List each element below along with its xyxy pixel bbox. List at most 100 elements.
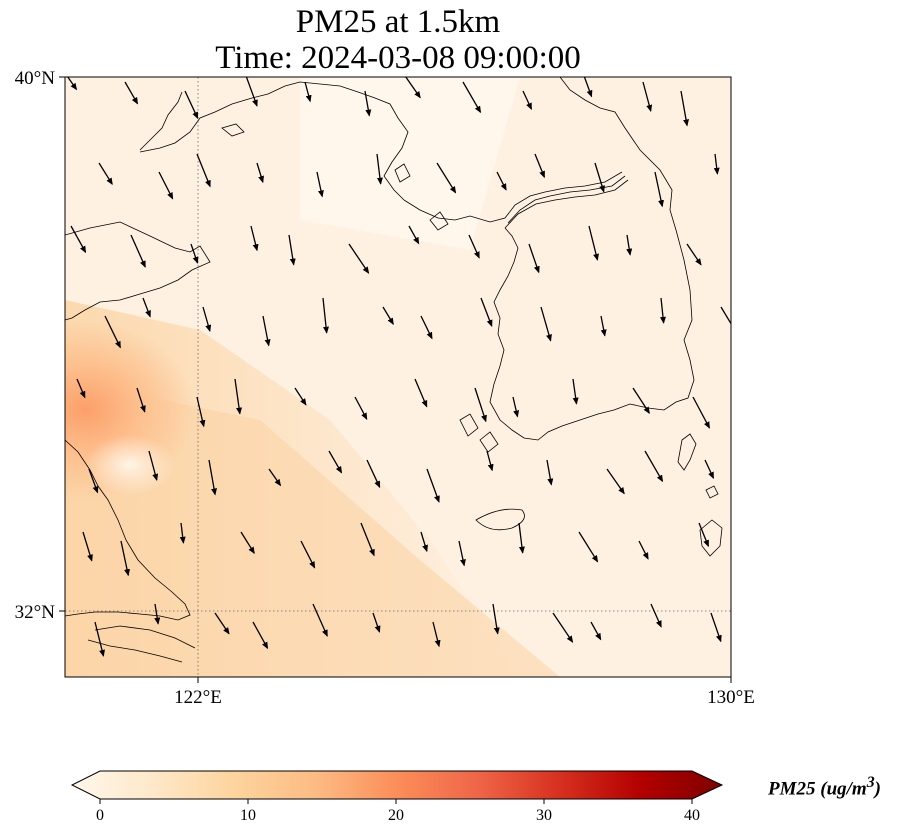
wind-arrow xyxy=(462,81,482,114)
colorbar-label-exponent: 3 xyxy=(866,774,875,791)
wind-arrow xyxy=(124,81,139,105)
wind-arrow xyxy=(408,225,420,245)
wind-arrow xyxy=(420,315,433,340)
colorbar-tick-label: 10 xyxy=(240,807,256,824)
wind-arrow xyxy=(120,540,130,577)
wind-arrow xyxy=(522,90,533,111)
wind-arrow xyxy=(304,81,312,103)
colorbar-label: PM25 (ug/m3) xyxy=(768,774,881,800)
wind-arrow xyxy=(328,450,343,474)
wind-arrow xyxy=(202,306,212,332)
wind-arrow xyxy=(686,243,702,266)
wind-arrow xyxy=(360,522,375,557)
wind-vectors xyxy=(67,77,731,657)
wind-arrow xyxy=(316,171,324,198)
wind-arrow xyxy=(179,522,186,544)
wind-arrow xyxy=(698,522,709,548)
wind-arrow xyxy=(196,396,206,428)
wind-arrow xyxy=(578,531,599,563)
wind-arrow xyxy=(660,297,666,324)
wind-arrow xyxy=(67,77,78,91)
lat-tick-label: 40°N xyxy=(15,68,56,89)
map-title-line2: Time: 2024-03-08 09:00:00 xyxy=(215,40,581,76)
wind-arrow xyxy=(458,540,466,567)
wind-arrow xyxy=(252,621,269,650)
wind-arrow xyxy=(546,459,554,486)
map-frame xyxy=(64,76,732,678)
wind-arrow xyxy=(312,603,328,637)
wind-arrow xyxy=(468,234,480,259)
wind-arrow xyxy=(420,531,428,553)
wind-arrow xyxy=(486,450,494,472)
wind-arrow xyxy=(300,540,316,569)
wind-arrow xyxy=(214,612,230,635)
colorbar-tick-label: 0 xyxy=(96,807,104,824)
wind-arrow xyxy=(626,234,633,256)
wind-arrow xyxy=(534,153,545,179)
wind-arrow xyxy=(104,315,121,349)
wind-arrow xyxy=(98,162,113,186)
wind-arrow xyxy=(184,90,199,120)
wind-arrow xyxy=(540,306,552,342)
wind-arrow xyxy=(704,459,715,480)
colorbar: 0 10 20 30 40 xyxy=(70,770,724,824)
wind-arrow xyxy=(713,153,720,175)
wind-arrow xyxy=(288,234,296,266)
wind-arrow xyxy=(372,612,381,633)
colorbar-tick-label: 40 xyxy=(684,807,700,824)
wind-arrow xyxy=(322,297,330,334)
lon-tick-label: 130°E xyxy=(707,687,755,708)
wind-arrow xyxy=(632,387,650,414)
wind-arrow xyxy=(245,77,258,107)
wind-arrow xyxy=(268,468,282,487)
coastlines xyxy=(65,77,723,663)
wind-arrow xyxy=(130,234,146,268)
wind-arrow xyxy=(234,378,243,415)
wind-arrow xyxy=(518,522,525,554)
wind-arrow xyxy=(88,468,99,494)
wind-arrow xyxy=(354,396,368,420)
wind-arrow xyxy=(154,603,161,625)
wind-arrow xyxy=(142,297,151,318)
wind-arrow xyxy=(426,468,440,503)
wind-arrow xyxy=(583,77,593,98)
wind-arrow xyxy=(590,621,602,641)
wind-arrow xyxy=(196,153,211,188)
wind-arrow xyxy=(436,162,457,194)
lat-tick-label: 32°N xyxy=(15,602,56,623)
wind-arrow xyxy=(94,621,105,657)
wind-arrow xyxy=(474,387,487,423)
wind-arrow xyxy=(294,387,307,406)
wind-arrow xyxy=(600,315,607,337)
wind-arrow xyxy=(692,396,711,429)
wind-arrow xyxy=(262,315,271,347)
wind-arrow xyxy=(366,459,381,489)
wind-arrow xyxy=(606,468,625,495)
wind-arrow xyxy=(158,171,174,200)
wind-arrow xyxy=(650,603,662,628)
wind-arrow xyxy=(480,297,493,327)
wind-arrow xyxy=(240,531,255,555)
wind-arrow xyxy=(70,225,87,254)
wind-arrow xyxy=(432,621,441,648)
wind-arrow xyxy=(364,90,372,117)
wind-arrow xyxy=(642,81,653,112)
wind-arrow xyxy=(76,378,86,399)
wind-arrow xyxy=(680,90,689,127)
wind-arrow xyxy=(720,306,731,334)
wind-arrow xyxy=(492,603,500,635)
wind-arrow xyxy=(552,612,574,643)
map-title-line1: PM25 at 1.5km xyxy=(295,4,501,40)
wind-arrow xyxy=(572,378,579,405)
wind-arrow xyxy=(190,243,199,264)
wind-arrow xyxy=(348,243,370,274)
wind-arrow xyxy=(594,162,605,193)
wind-arrow xyxy=(638,540,649,560)
wind-arrow xyxy=(588,225,599,261)
wind-arrow xyxy=(82,531,93,562)
wind-arrow xyxy=(496,171,507,191)
colorbar-label-close: ) xyxy=(874,778,881,800)
wind-arrow xyxy=(256,162,264,184)
wind-arrow xyxy=(148,450,159,481)
